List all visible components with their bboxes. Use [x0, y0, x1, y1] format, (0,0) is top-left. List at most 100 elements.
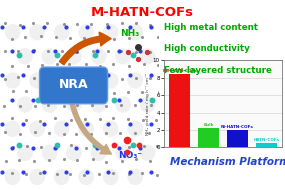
Point [10, 146, 14, 149]
Point [3, 21, 7, 24]
Point [142, 144, 146, 147]
Circle shape [116, 145, 130, 160]
Point [10, 172, 14, 175]
Point [10, 37, 15, 40]
Point [120, 22, 125, 25]
Point [91, 77, 95, 80]
Point [91, 50, 95, 53]
Point [17, 54, 21, 57]
Circle shape [79, 73, 93, 88]
Point [131, 144, 135, 147]
Point [112, 144, 116, 147]
Point [104, 77, 109, 80]
Point [38, 119, 43, 122]
Point [42, 26, 46, 29]
Point [21, 170, 25, 174]
Point [103, 131, 108, 134]
Text: NRA: NRA [59, 78, 88, 91]
Point [47, 131, 52, 134]
Point [119, 49, 124, 52]
Point [63, 26, 68, 29]
Point [82, 173, 86, 176]
Point [150, 99, 154, 102]
Point [68, 90, 72, 93]
Point [120, 77, 124, 80]
Point [85, 122, 89, 125]
Point [46, 76, 50, 79]
Point [32, 160, 36, 163]
Circle shape [104, 73, 118, 88]
Point [149, 122, 153, 125]
Point [127, 26, 132, 29]
Point [134, 21, 138, 24]
Point [62, 22, 66, 26]
Point [125, 91, 130, 94]
Text: M-HATN-COFs: M-HATN-COFs [91, 6, 194, 19]
Point [31, 21, 36, 24]
Point [148, 77, 152, 80]
Point [134, 51, 139, 54]
Point [137, 144, 141, 147]
Point [118, 131, 122, 134]
Point [89, 22, 94, 26]
Point [75, 23, 79, 26]
Point [97, 37, 102, 40]
FancyArrowPatch shape [59, 32, 111, 65]
Point [38, 172, 42, 175]
Circle shape [18, 145, 32, 160]
Point [67, 62, 72, 65]
Text: Mechanism Platform: Mechanism Platform [170, 157, 285, 167]
Point [145, 51, 149, 54]
Circle shape [116, 97, 130, 112]
Point [84, 146, 88, 149]
Point [0, 26, 4, 29]
Circle shape [104, 25, 118, 40]
Point [62, 133, 66, 136]
Point [60, 50, 64, 53]
Point [52, 98, 57, 101]
Circle shape [141, 97, 155, 112]
Point [33, 104, 37, 107]
Point [74, 78, 79, 81]
Circle shape [5, 169, 20, 184]
Point [105, 49, 110, 52]
Circle shape [5, 73, 20, 88]
Circle shape [104, 169, 118, 184]
Point [138, 146, 142, 149]
Point [89, 103, 94, 106]
Point [133, 103, 137, 106]
Circle shape [116, 49, 130, 64]
Point [45, 22, 49, 25]
Circle shape [79, 121, 93, 136]
Point [54, 63, 59, 66]
Point [119, 103, 123, 106]
Point [31, 50, 36, 53]
Point [111, 145, 115, 148]
Point [42, 170, 46, 174]
Point [52, 50, 57, 53]
Point [147, 132, 151, 135]
Point [39, 35, 43, 38]
Point [131, 54, 135, 57]
Point [2, 105, 7, 108]
Circle shape [141, 145, 155, 160]
FancyArrowPatch shape [70, 101, 111, 154]
Point [17, 144, 21, 147]
Point [3, 49, 7, 52]
Point [154, 173, 159, 176]
Point [69, 119, 73, 122]
Point [74, 146, 78, 149]
Point [126, 51, 131, 54]
Point [135, 46, 140, 49]
Point [155, 64, 160, 67]
Point [95, 50, 99, 53]
Point [63, 122, 68, 125]
Text: Few-layered structure: Few-layered structure [164, 66, 272, 75]
Circle shape [42, 97, 57, 112]
Text: NO₃⁻: NO₃⁻ [118, 151, 142, 160]
Circle shape [91, 145, 106, 160]
Point [126, 64, 131, 67]
Point [95, 146, 99, 149]
Text: HATN-COFs: HATN-COFs [253, 138, 279, 142]
Point [148, 50, 152, 53]
